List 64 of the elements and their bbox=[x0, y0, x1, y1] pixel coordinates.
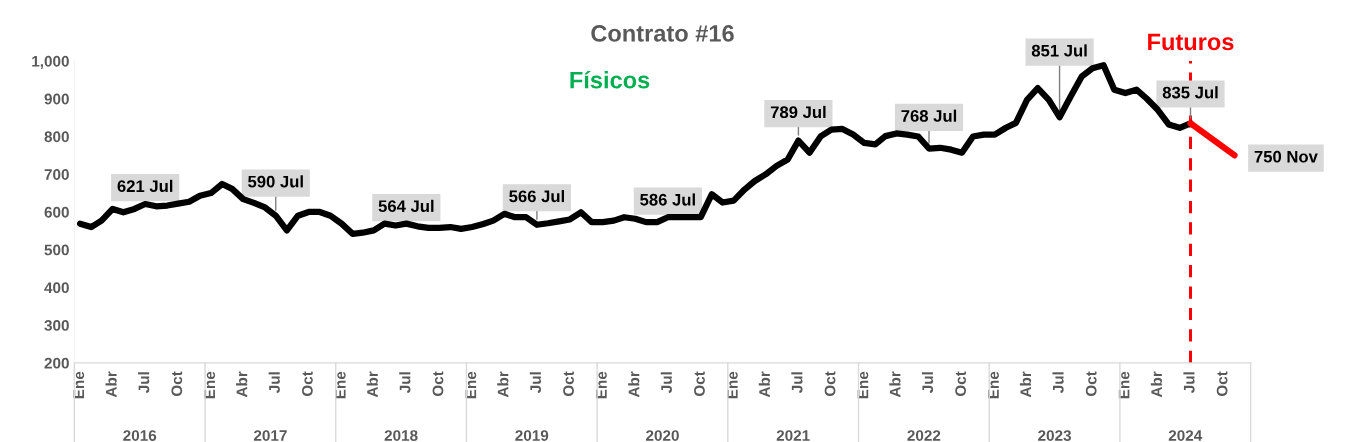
y-tick-label: 1,000 bbox=[32, 55, 69, 69]
x-tick-label: Jul bbox=[660, 372, 672, 394]
annotation: 586 Jul bbox=[640, 193, 695, 206]
ref-line-label: Futuros bbox=[1148, 33, 1234, 51]
text: 2021 bbox=[776, 430, 810, 441]
x-tick-label: Oct bbox=[301, 371, 313, 397]
x-tick-label: Abr bbox=[105, 371, 117, 398]
x-tick-label: Oct bbox=[1216, 371, 1228, 397]
annotation: 835 Jul bbox=[1162, 86, 1218, 99]
y-tick-label: 800 bbox=[44, 131, 69, 143]
y-tick-label: 600 bbox=[44, 206, 69, 218]
text: 2019 bbox=[515, 430, 549, 441]
annotation: 750 Nov bbox=[1254, 150, 1318, 163]
x-tick-label: Ene bbox=[988, 371, 999, 399]
x-tick-label: Abr bbox=[236, 371, 248, 398]
annotation: 768 Jul bbox=[901, 109, 957, 122]
x-tick-label: Ene bbox=[1118, 371, 1130, 399]
x-tick-label: Ene bbox=[204, 371, 216, 399]
text: 2016 bbox=[123, 430, 157, 441]
x-tick-label: Jul bbox=[138, 372, 150, 394]
x-tick-label: Jul bbox=[791, 372, 803, 394]
x-tick-label: Jul bbox=[1183, 372, 1195, 394]
text: 2018 bbox=[384, 430, 418, 441]
text: 2024 bbox=[1168, 430, 1203, 441]
x-tick-label: Jul bbox=[268, 372, 280, 394]
x-tick-label: Jul bbox=[1052, 372, 1064, 394]
text: 2022 bbox=[907, 430, 941, 441]
x-tick-label: Jul bbox=[529, 372, 542, 394]
y-tick-label: 700 bbox=[44, 169, 69, 180]
x-tick-label: Ene bbox=[596, 371, 607, 399]
x-tick-label: Abr bbox=[758, 371, 770, 398]
annotation: 789 Jul bbox=[770, 105, 826, 119]
x-tick-label: Oct bbox=[1085, 371, 1097, 397]
x-tick-label: Ene bbox=[727, 371, 738, 399]
x-tick-label: Abr bbox=[497, 371, 509, 398]
x-tick-label: Oct bbox=[955, 371, 967, 397]
annotation: 590 Jul bbox=[248, 175, 303, 188]
text: 2020 bbox=[646, 430, 679, 441]
x-tick-label: Oct bbox=[563, 371, 574, 397]
annotation: 851 Jul bbox=[1031, 44, 1087, 57]
y-tick-label: 500 bbox=[44, 244, 69, 256]
y-tick-label: 200 bbox=[44, 357, 69, 369]
x-tick-label: Oct bbox=[694, 371, 705, 397]
annotation: 566 Jul bbox=[509, 189, 564, 203]
y-tick-label: 400 bbox=[44, 282, 69, 294]
x-tick-label: Abr bbox=[1150, 371, 1163, 398]
x-tick-label: Ene bbox=[335, 371, 346, 399]
chart-title: Contrato #16 bbox=[591, 25, 734, 42]
x-tick-label: Abr bbox=[1019, 371, 1032, 398]
x-tick-label: Jul bbox=[921, 372, 934, 394]
x-tick-label: Oct bbox=[432, 371, 444, 397]
x-tick-label: Oct bbox=[171, 371, 183, 397]
text: 2023 bbox=[1038, 430, 1071, 441]
x-tick-label: Abr bbox=[628, 371, 640, 398]
annotation: Físicos bbox=[570, 70, 650, 89]
y-tick-label: 300 bbox=[44, 320, 69, 331]
annotation: 621 Jul bbox=[117, 179, 173, 193]
x-tick-label: Abr bbox=[366, 371, 378, 398]
x-tick-label: Oct bbox=[824, 371, 836, 397]
annotation: 564 Jul bbox=[378, 199, 434, 213]
x-tick-label: Abr bbox=[889, 371, 901, 398]
text: 2017 bbox=[253, 430, 287, 441]
y-tick-label: 900 bbox=[44, 93, 69, 105]
x-tick-label: Jul bbox=[399, 372, 411, 394]
